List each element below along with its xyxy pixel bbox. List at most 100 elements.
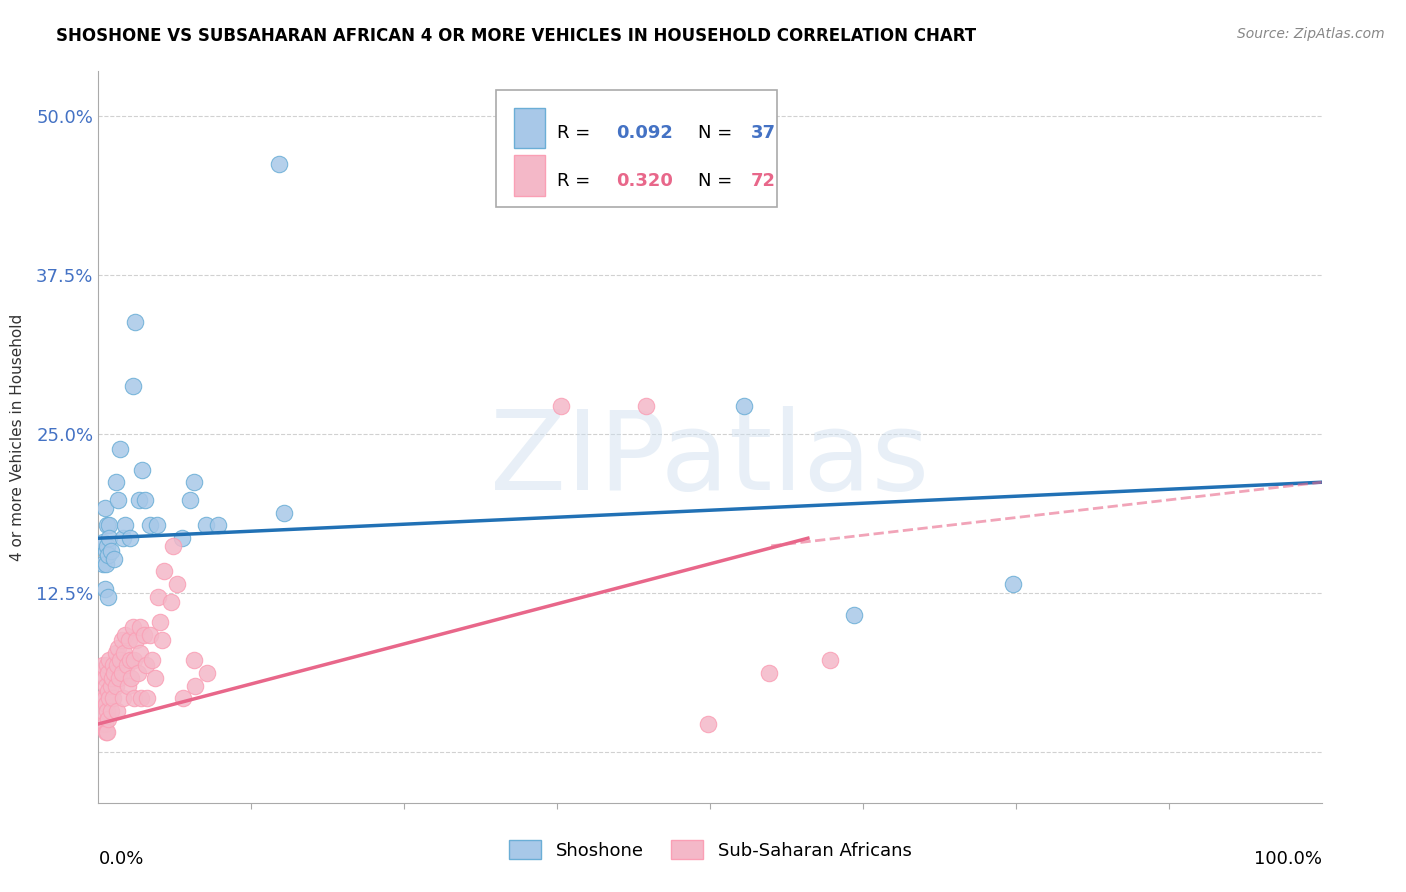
Point: [101, 691, 124, 706]
Point: [269, 157, 291, 171]
Point: [98, 691, 121, 706]
Point: [207, 518, 229, 533]
Point: [98, 531, 121, 545]
Point: [91, 535, 114, 549]
Point: [96, 539, 118, 553]
Point: [183, 653, 205, 667]
Point: [135, 658, 157, 673]
Point: [121, 620, 143, 634]
Point: [110, 442, 132, 457]
Point: [111, 666, 134, 681]
Point: [195, 666, 218, 681]
Point: [93, 582, 115, 596]
Point: [94, 724, 117, 739]
Point: [844, 607, 866, 622]
Text: 37: 37: [751, 124, 775, 142]
Point: [131, 462, 153, 476]
Point: [94, 679, 117, 693]
Point: [172, 691, 194, 706]
Point: [101, 671, 124, 685]
Point: [107, 493, 129, 508]
Point: [98, 653, 121, 667]
Point: [96, 724, 118, 739]
FancyBboxPatch shape: [496, 90, 778, 207]
Point: [127, 666, 149, 681]
Text: SHOSHONE VS SUBSAHARAN AFRICAN 4 OR MORE VEHICLES IN HOUSEHOLD CORRELATION CHART: SHOSHONE VS SUBSAHARAN AFRICAN 4 OR MORE…: [56, 27, 976, 45]
Point: [114, 518, 136, 533]
Point: [93, 671, 115, 685]
Point: [125, 632, 148, 647]
Point: [107, 640, 129, 655]
Point: [103, 666, 125, 681]
Point: [141, 653, 163, 667]
Point: [97, 666, 120, 681]
Point: [195, 518, 218, 533]
Text: 0.0%: 0.0%: [98, 850, 143, 868]
Point: [636, 399, 658, 413]
Point: [94, 697, 117, 711]
Point: [122, 691, 145, 706]
Point: [120, 671, 142, 685]
Point: [91, 557, 114, 571]
Point: [183, 475, 205, 490]
Point: [96, 704, 118, 718]
Point: [94, 544, 117, 558]
Legend: Shoshone, Sub-Saharan Africans: Shoshone, Sub-Saharan Africans: [502, 833, 918, 867]
Text: 0.320: 0.320: [616, 172, 672, 190]
Y-axis label: 4 or more Vehicles in Household: 4 or more Vehicles in Household: [10, 313, 25, 561]
Point: [170, 531, 193, 545]
Point: [134, 493, 156, 508]
Text: Source: ZipAtlas.com: Source: ZipAtlas.com: [1237, 27, 1385, 41]
Point: [108, 671, 131, 685]
Point: [104, 646, 127, 660]
Point: [105, 704, 128, 718]
Point: [818, 653, 841, 667]
Point: [91, 717, 114, 731]
Point: [139, 628, 162, 642]
Text: 0.092: 0.092: [616, 124, 672, 142]
Point: [118, 632, 141, 647]
Text: N =: N =: [697, 124, 738, 142]
Point: [120, 531, 142, 545]
Point: [97, 712, 120, 726]
Point: [153, 564, 176, 578]
Point: [110, 653, 132, 667]
Point: [159, 595, 181, 609]
Point: [94, 557, 117, 571]
Point: [146, 518, 169, 533]
Point: [758, 666, 780, 681]
Point: [97, 548, 120, 562]
Point: [129, 620, 152, 634]
Point: [122, 653, 145, 667]
Point: [128, 493, 150, 508]
Text: R =: R =: [557, 172, 596, 190]
Point: [93, 691, 115, 706]
Point: [273, 506, 295, 520]
Point: [100, 679, 122, 693]
Point: [129, 691, 152, 706]
Point: [98, 518, 121, 533]
Point: [111, 531, 134, 545]
Text: N =: N =: [697, 172, 738, 190]
Point: [117, 679, 139, 693]
Point: [733, 399, 755, 413]
Point: [120, 653, 142, 667]
Point: [111, 691, 134, 706]
Point: [104, 475, 127, 490]
Point: [91, 658, 114, 673]
Point: [97, 684, 120, 698]
Text: 72: 72: [751, 172, 775, 190]
Point: [1002, 577, 1025, 591]
Point: [166, 577, 188, 591]
Point: [136, 691, 159, 706]
Point: [184, 679, 207, 693]
Point: [143, 671, 166, 685]
Point: [100, 704, 122, 718]
Point: [93, 717, 115, 731]
Point: [132, 628, 155, 642]
Point: [150, 632, 173, 647]
Point: [103, 551, 125, 566]
Point: [105, 658, 128, 673]
Point: [148, 590, 170, 604]
Point: [114, 628, 136, 642]
